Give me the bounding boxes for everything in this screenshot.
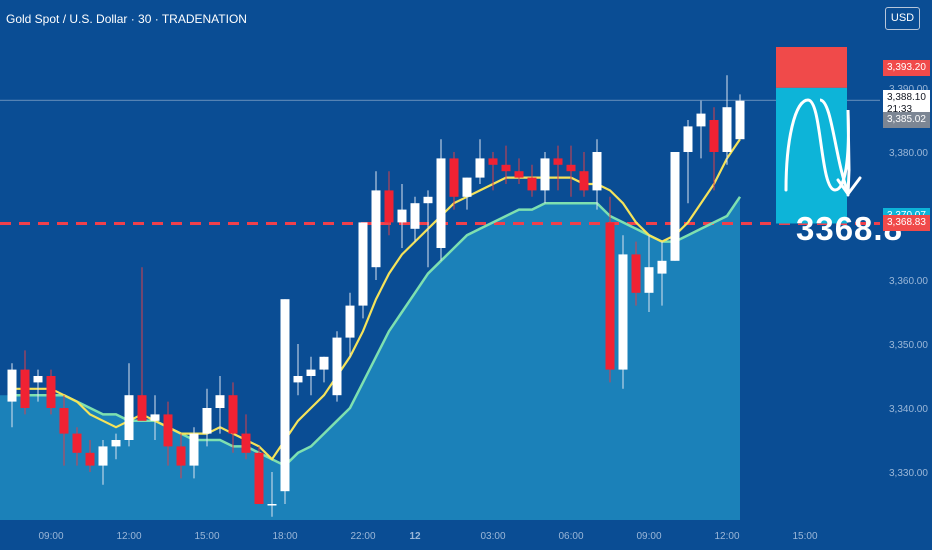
current-price-value: 3,388.10	[887, 92, 926, 104]
price-tick-label: 3,330.00	[889, 468, 928, 479]
candle-body	[137, 395, 147, 421]
candle-body	[20, 369, 30, 408]
time-tick-label: 15:00	[194, 531, 219, 542]
ma-area	[0, 196, 740, 521]
target-price-label: 3,368.83	[883, 215, 930, 232]
candle-body	[605, 222, 615, 370]
stop-price-label: 3,393.20	[883, 59, 930, 76]
candle-body	[358, 222, 368, 306]
candle-body	[72, 433, 82, 453]
candle-body	[215, 395, 225, 408]
candle-body	[124, 395, 134, 440]
time-axis[interactable]: 09:00 12:00 15:00 18:00 22:00 12 03:00 06:00 09:…	[38, 531, 817, 542]
trade-zone	[776, 47, 862, 224]
candle-body	[293, 376, 303, 383]
candle-body	[410, 203, 420, 229]
entry-price-label: 3,385.02	[883, 111, 930, 128]
candle-body	[475, 158, 485, 178]
time-tick-label: 09:00	[38, 531, 63, 542]
projection-curve	[784, 98, 851, 197]
candle-body	[436, 158, 446, 248]
candle-body	[683, 126, 693, 152]
candle-body	[553, 158, 563, 165]
candle-body	[176, 446, 186, 466]
candle-body	[670, 152, 680, 261]
candle-body	[488, 158, 498, 165]
candle-body	[267, 504, 277, 506]
candle-body	[111, 440, 121, 447]
candle-body	[397, 209, 407, 223]
candle-body	[423, 196, 433, 204]
candle-body	[514, 171, 524, 178]
candle-body	[735, 100, 745, 140]
candle-body	[696, 113, 706, 127]
candle-body	[501, 164, 511, 172]
price-tick-label: 3,390.00	[889, 84, 928, 95]
candle-body	[33, 376, 43, 383]
stop-zone	[776, 47, 847, 88]
price-axis[interactable]: 3,390.003,380.003,370.003,360.003,350.00…	[880, 0, 932, 550]
currency-button[interactable]: USD	[885, 7, 920, 30]
time-tick-label: 22:00	[350, 531, 375, 542]
candle-body	[592, 152, 602, 191]
price-tick-label: 3,350.00	[889, 340, 928, 351]
candle-body	[644, 267, 654, 293]
candles	[7, 75, 745, 517]
candle-body	[566, 164, 576, 172]
candle-body	[163, 414, 173, 447]
time-tick-label: 12:00	[714, 531, 739, 542]
candle-body	[579, 171, 589, 191]
candle-body	[280, 299, 290, 492]
candle-body	[202, 408, 212, 434]
candle-body	[150, 414, 160, 421]
candle-body	[189, 433, 199, 466]
candle-body	[7, 369, 17, 402]
arrow-head	[836, 176, 862, 197]
projection-path	[819, 98, 850, 193]
candle-body	[722, 107, 732, 152]
candle-body	[527, 177, 537, 191]
candle-body	[618, 254, 628, 370]
price-tick-label: 3,340.00	[889, 404, 928, 415]
time-tick-label: 12	[409, 531, 421, 542]
price-tick-label: 3,380.00	[889, 148, 928, 159]
candle-body	[384, 190, 394, 223]
time-tick-label: 15:00	[792, 531, 817, 542]
candle-body	[241, 433, 251, 453]
candle-body	[85, 452, 95, 466]
time-tick-label: 12:00	[116, 531, 141, 542]
candle-body	[462, 177, 472, 197]
candle-body	[657, 260, 667, 274]
time-tick-label: 03:00	[480, 531, 505, 542]
candle-body	[306, 369, 316, 376]
candle-body	[540, 158, 550, 191]
candle-body	[46, 376, 56, 408]
time-tick-label: 06:00	[558, 531, 583, 542]
candle-body	[319, 356, 329, 370]
chart-title: Gold Spot / U.S. Dollar · 30 · TRADENATI…	[6, 12, 247, 26]
bar-countdown: 21:33	[887, 104, 913, 116]
candle-body	[345, 305, 355, 338]
price-tick-label: 3,360.00	[889, 276, 928, 287]
time-tick-label: 09:00	[636, 531, 661, 542]
candle-body	[449, 158, 459, 197]
candle-body	[254, 452, 264, 504]
candle-body	[332, 337, 342, 396]
time-tick-label: 18:00	[272, 531, 297, 542]
candle-body	[59, 408, 69, 434]
candle-body	[98, 446, 108, 466]
candle-body	[228, 395, 238, 434]
candle-body	[631, 254, 641, 293]
candle-body	[371, 190, 381, 268]
candle-body	[709, 120, 719, 152]
area-fill	[0, 196, 740, 521]
